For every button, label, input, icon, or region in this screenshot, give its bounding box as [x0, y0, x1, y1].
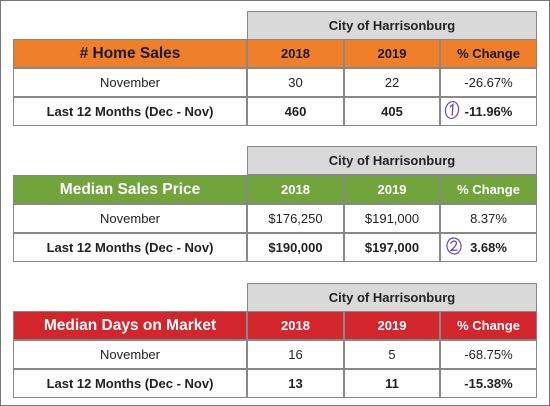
value-2019: 11	[344, 369, 440, 398]
row-label: November	[13, 68, 247, 97]
value-2018: $190,000	[247, 233, 344, 262]
row-label: Last 12 Months (Dec - Nov)	[13, 233, 247, 262]
value-2018: 460	[247, 97, 344, 126]
metric-label: Median Days on Market	[13, 311, 247, 340]
value-2019: 5	[344, 340, 440, 369]
column-header-change: % Change	[440, 311, 537, 340]
table-row: Last 12 Months (Dec - Nov) $190,000 $197…	[13, 233, 537, 262]
column-header-2019: 2019	[344, 175, 440, 204]
handwritten-annotation-1	[443, 100, 461, 120]
value-change: -11.96%	[440, 97, 537, 126]
value-2019: 405	[344, 97, 440, 126]
value-change: -68.75%	[440, 340, 537, 369]
handwritten-annotation-2	[445, 236, 463, 256]
table-row: November 30 22 -26.67%	[13, 68, 537, 97]
table-row: November $176,250 $191,000 8.37%	[13, 204, 537, 233]
metric-label: # Home Sales	[13, 39, 247, 68]
column-header-2018: 2018	[247, 311, 344, 340]
value-change: 3.68%	[440, 233, 537, 262]
value-2019: $191,000	[344, 204, 440, 233]
row-label: November	[13, 204, 247, 233]
value-change: -15.38%	[440, 369, 537, 398]
row-label: Last 12 Months (Dec - Nov)	[13, 97, 247, 126]
column-header-2018: 2018	[247, 175, 344, 204]
row-label: Last 12 Months (Dec - Nov)	[13, 369, 247, 398]
metric-label: Median Sales Price	[13, 175, 247, 204]
value-2019: 22	[344, 68, 440, 97]
column-header-change: % Change	[440, 39, 537, 68]
value-change: -26.67%	[440, 68, 537, 97]
value-2019: $197,000	[344, 233, 440, 262]
column-header-2018: 2018	[247, 39, 344, 68]
table-row: Last 12 Months (Dec - Nov) 460 405 -11.9…	[13, 97, 537, 126]
table-row: Last 12 Months (Dec - Nov) 13 11 -15.38%	[13, 369, 537, 398]
city-header: City of Harrisonburg	[247, 11, 537, 40]
row-label: November	[13, 340, 247, 369]
city-header: City of Harrisonburg	[247, 146, 537, 175]
value-2018: 13	[247, 369, 344, 398]
table-row: November 16 5 -68.75%	[13, 340, 537, 369]
value-2018: 16	[247, 340, 344, 369]
value-2018: $176,250	[247, 204, 344, 233]
column-header-2019: 2019	[344, 311, 440, 340]
column-header-change: % Change	[440, 175, 537, 204]
column-header-2019: 2019	[344, 39, 440, 68]
value-2018: 30	[247, 68, 344, 97]
value-change: 8.37%	[440, 204, 537, 233]
city-header: City of Harrisonburg	[247, 283, 537, 312]
